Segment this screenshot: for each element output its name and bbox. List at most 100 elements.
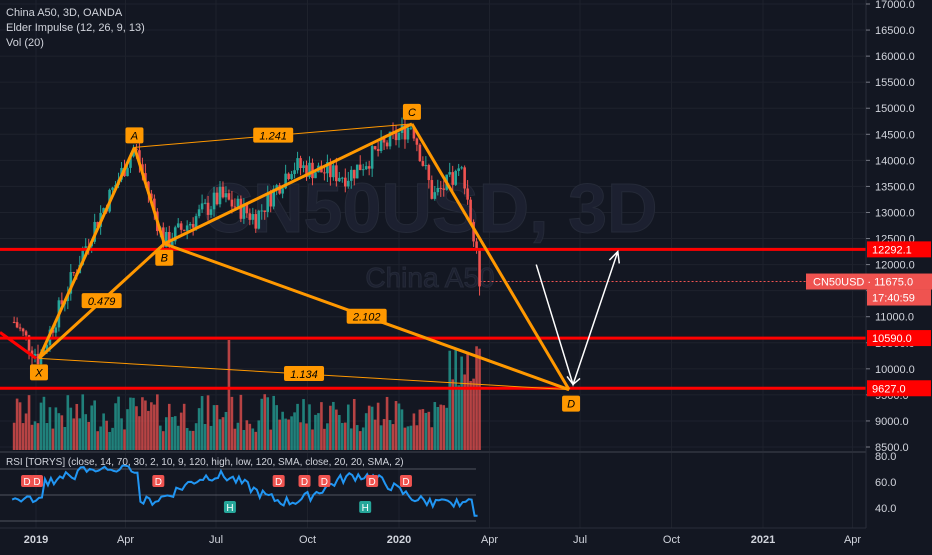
candle-body (406, 127, 410, 140)
candle-body (463, 167, 466, 189)
time-tick-label: Oct (299, 534, 316, 546)
candle-body (326, 162, 329, 174)
legend-elder-impulse[interactable]: Elder Impulse (12, 26, 9, 13) (6, 22, 145, 34)
candle-body (346, 180, 350, 187)
volume-bar (147, 410, 150, 450)
volume-bar (248, 423, 252, 450)
volume-bar (335, 409, 338, 450)
price-tick-label: 10000.0 (875, 364, 915, 376)
price-tick-label: 11000.0 (875, 312, 914, 324)
candle-body (230, 199, 234, 207)
time-tick-label: Jul (573, 534, 587, 546)
volume-bar (272, 395, 275, 450)
volume-bar (305, 423, 308, 450)
ratio-label: 2.102 (352, 312, 381, 324)
legend-symbol[interactable]: China A50, 3D, OANDA (6, 7, 123, 19)
rsi-marker-label: D (321, 477, 328, 488)
volume-bar (281, 411, 284, 450)
volume-bar (403, 427, 407, 450)
volume-bar (379, 425, 383, 450)
volume-bar (439, 404, 443, 450)
volume-bar (212, 405, 216, 450)
volume-bar (343, 422, 347, 450)
volume-bar (445, 407, 449, 450)
candle-body (209, 209, 213, 215)
volume-bar (39, 402, 43, 450)
legend-volume[interactable]: Vol (20) (6, 37, 44, 49)
candle-body (314, 172, 317, 179)
axes: 8500.09000.09500.010000.010500.011000.01… (0, 0, 915, 546)
projection-arrows[interactable] (535, 249, 621, 387)
candle-body (212, 192, 216, 210)
watermark-main: CN50USD, 3D (202, 169, 657, 247)
candle-body (203, 202, 207, 204)
rsi-marker-label: D (369, 477, 376, 488)
candle-body (427, 165, 431, 181)
candle-body (245, 203, 249, 214)
candle-body (206, 202, 210, 215)
candle-body (460, 167, 463, 169)
pattern-point-badge (562, 395, 581, 412)
rsi-marker-label: D (402, 477, 409, 488)
trend-line-red (0, 331, 37, 360)
volume-bar (475, 346, 478, 450)
volume-bar (239, 394, 243, 450)
time-tick-label: 2020 (387, 534, 411, 546)
price-tick-label: 13500.0 (875, 181, 915, 193)
volume-bar (51, 428, 55, 450)
volume-bar (129, 397, 132, 450)
volume-bar (421, 409, 425, 450)
candle-body (33, 353, 37, 357)
volume-bar (191, 430, 195, 450)
candle-body (338, 177, 341, 182)
price-tick-label: 16000.0 (875, 51, 915, 63)
volume-bar (278, 419, 281, 450)
level-price-badge (867, 330, 931, 347)
volume-bar (296, 403, 299, 450)
horizontal-levels[interactable] (0, 247, 866, 390)
rsi-tick-label: 40.0 (875, 503, 896, 515)
volume-bar (326, 423, 329, 450)
candle-body (248, 213, 252, 220)
volume-bar (105, 420, 108, 450)
volume-bar (478, 348, 481, 450)
volume-bar (188, 430, 192, 450)
volume-bar (412, 413, 416, 450)
volume-bar (164, 417, 168, 450)
volume-bar (48, 407, 52, 450)
volume-bar (153, 404, 156, 450)
volume-bar (27, 395, 31, 450)
candle-body (335, 165, 338, 182)
volume-bar (90, 405, 93, 450)
candle-body (185, 225, 189, 231)
candle-body (24, 331, 28, 336)
volume-bar (406, 426, 410, 450)
time-tick-label: Jul (209, 534, 223, 546)
candle-body (45, 344, 49, 350)
rsi-legend[interactable]: RSI [TORYS] (close, 14, 70, 30, 2, 10, 9… (6, 457, 404, 468)
candle-body (173, 227, 177, 242)
candle-body (433, 192, 437, 199)
volume-bar (427, 411, 431, 450)
volume-bar (349, 428, 353, 450)
candle-body (221, 186, 225, 198)
candle-body (257, 210, 261, 229)
harmonic-pattern[interactable]: X A B C D 1.241 0.479 2.102 1.134 (29, 103, 581, 412)
volume-bar (87, 421, 91, 450)
candle-body (54, 327, 58, 333)
candle-body (126, 167, 129, 177)
ratio-badge (81, 293, 122, 309)
volume-bar (209, 425, 213, 450)
candle-body (150, 193, 153, 199)
level-price-label: 12292.1 (872, 244, 912, 256)
candle-body (472, 221, 475, 242)
candle-body (12, 321, 16, 323)
candle-body (302, 165, 305, 169)
volume-bar (54, 407, 58, 450)
volume-bar (341, 422, 344, 450)
candle-body (418, 144, 422, 162)
volume-bar (57, 413, 61, 450)
volume-bar (123, 429, 126, 450)
